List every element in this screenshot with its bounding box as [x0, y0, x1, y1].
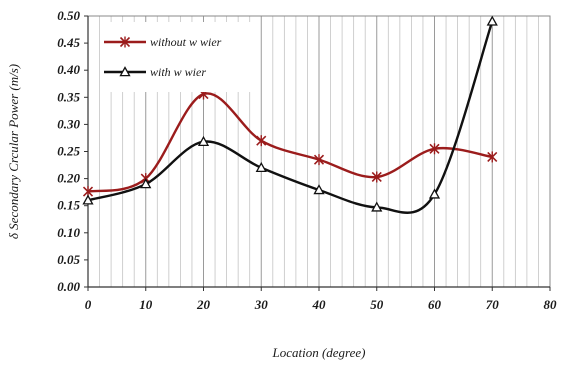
y-tick-label: 0.05	[57, 252, 80, 267]
data-point	[428, 188, 441, 199]
legend-box	[100, 22, 260, 92]
legend-item: with w wier	[104, 65, 206, 79]
data-point	[313, 184, 325, 195]
x-tick-label: 50	[370, 297, 384, 312]
series-2	[82, 15, 498, 214]
x-tick-label: 40	[312, 297, 327, 312]
data-point	[313, 154, 325, 166]
data-point	[487, 151, 498, 163]
legend-label: with w wier	[150, 65, 206, 79]
data-point	[82, 194, 94, 205]
x-tick-label: 0	[85, 297, 92, 312]
y-tick-label: 0.25	[57, 144, 80, 159]
data-point	[429, 143, 440, 155]
y-tick-label: 0.45	[57, 35, 80, 50]
y-tick-label: 0.20	[57, 171, 80, 186]
x-tick-label: 70	[486, 297, 500, 312]
legend-marker	[119, 36, 131, 48]
y-tick-label: 0.15	[57, 198, 80, 213]
data-point	[197, 135, 210, 146]
data-point	[486, 15, 498, 26]
legend: without w wier with w wier	[100, 22, 260, 92]
legend-marker	[119, 66, 131, 77]
data-point	[371, 171, 382, 183]
series-line	[87, 21, 494, 214]
legend-item: without w wier	[104, 35, 222, 49]
tick-labels: 0.00 0.05 0.10 0.15 0.20 0.25 0.30 0.35 0.40 0.45…	[57, 8, 557, 312]
data-point	[371, 201, 383, 212]
x-tick-label: 80	[544, 297, 558, 312]
y-tick-label: 0.30	[57, 116, 80, 131]
y-axis-title: δ Secondary Crcular Power (m/s)	[6, 64, 21, 239]
data-point	[140, 178, 152, 189]
y-tick-label: 0.35	[57, 89, 80, 104]
y-tick-label: 0.50	[57, 8, 80, 23]
data-point	[256, 135, 267, 147]
x-tick-label: 30	[254, 297, 269, 312]
x-tick-label: 20	[196, 297, 211, 312]
series-layer	[82, 15, 498, 214]
y-tick-label: 0.10	[57, 225, 80, 240]
series-line	[87, 92, 493, 193]
legend-label: without w wier	[150, 35, 222, 49]
y-tick-label: 0.00	[57, 279, 80, 294]
x-axis-title: Location (degree)	[271, 345, 365, 360]
x-tick-label: 10	[139, 297, 153, 312]
y-tick-label: 0.40	[57, 62, 80, 77]
data-point	[255, 161, 267, 173]
x-tick-label: 60	[428, 297, 442, 312]
